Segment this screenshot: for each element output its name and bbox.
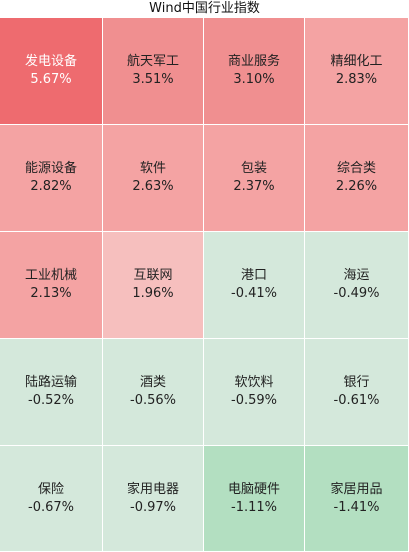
cell-value: -0.52% [28,393,74,408]
cell-value: -0.67% [28,499,74,515]
heatmap-cell[interactable]: 航天军工 3.51% [103,18,204,125]
heatmap-cell[interactable]: 综合类 2.26% [305,125,409,232]
cell-label: 港口 [240,268,267,283]
cell-value: 1.96% [132,286,174,301]
cell-value: 3.10% [233,72,275,87]
cell-label: 包装 [240,161,267,176]
cell-value: 2.63% [132,179,174,194]
heatmap-cell[interactable]: 软件 2.63% [103,125,204,232]
cell-value: -0.61% [333,393,380,408]
cell-value: 2.37% [233,179,275,194]
heatmap-cell[interactable]: 海运 -0.49% [305,232,409,339]
heatmap-cell[interactable]: 互联网 1.96% [103,232,204,339]
cell-label: 银行 [343,375,370,390]
heatmap-cell[interactable]: 电脑硬件 -1.11% [204,446,305,552]
heatmap-cell[interactable]: 能源设备 2.82% [0,125,103,232]
cell-label: 陆路运输 [24,375,77,390]
cell-value: 2.26% [335,179,378,194]
heatmap-cell[interactable]: 银行 -0.61% [305,339,409,446]
cell-label: 综合类 [336,161,376,176]
cell-value: -0.49% [333,286,380,301]
cell-value: 2.82% [30,179,72,194]
cell-label: 软件 [139,161,166,176]
cell-label: 家居用品 [330,481,383,497]
cell-label: 商业服务 [227,54,280,69]
cell-label: 海运 [343,268,370,283]
chart-title: Wind中国行业指数 [0,0,409,18]
cell-label: 精细化工 [330,54,383,69]
heatmap-cell[interactable]: 港口 -0.41% [204,232,305,339]
heatmap-cell[interactable]: 商业服务 3.10% [204,18,305,125]
cell-value: -0.97% [130,499,176,515]
cell-label: 能源设备 [24,161,77,176]
heatmap-cell[interactable]: 酒类 -0.56% [103,339,204,446]
heatmap-cell[interactable]: 精细化工 2.83% [305,18,409,125]
heatmap-cell[interactable]: 保险 -0.67% [0,446,103,552]
heatmap-cell[interactable]: 包装 2.37% [204,125,305,232]
cell-label: 互联网 [133,268,173,283]
cell-value: -0.59% [231,393,277,408]
heatmap-cell[interactable]: 发电设备 5.67% [0,18,103,125]
cell-value: 3.51% [132,72,174,87]
heatmap-cell[interactable]: 家用电器 -0.97% [103,446,204,552]
cell-label: 电脑硬件 [227,481,280,497]
cell-value: 5.67% [30,72,72,87]
cell-label: 家用电器 [126,481,179,497]
cell-value: 2.13% [30,286,72,301]
cell-value: -1.41% [333,499,380,515]
cell-label: 保险 [37,481,64,497]
cell-value: -1.11% [231,499,277,515]
cell-label: 工业机械 [24,268,77,283]
cell-label: 发电设备 [24,54,77,69]
cell-label: 软饮料 [234,375,274,390]
cell-label: 航天军工 [126,54,179,69]
heatmap-cell[interactable]: 陆路运输 -0.52% [0,339,103,446]
heatmap-cell[interactable]: 工业机械 2.13% [0,232,103,339]
cell-value: 2.83% [335,72,378,87]
cell-value: -0.56% [130,393,176,408]
heatmap-grid: 发电设备 5.67% 航天军工 3.51% 商业服务 3.10% 精细化工 2.83% 能源设备… [0,18,409,552]
cell-value: -0.41% [231,286,277,301]
cell-label: 酒类 [139,375,166,390]
heatmap-cell[interactable]: 软饮料 -0.59% [204,339,305,446]
heatmap-cell[interactable]: 家居用品 -1.41% [305,446,409,552]
